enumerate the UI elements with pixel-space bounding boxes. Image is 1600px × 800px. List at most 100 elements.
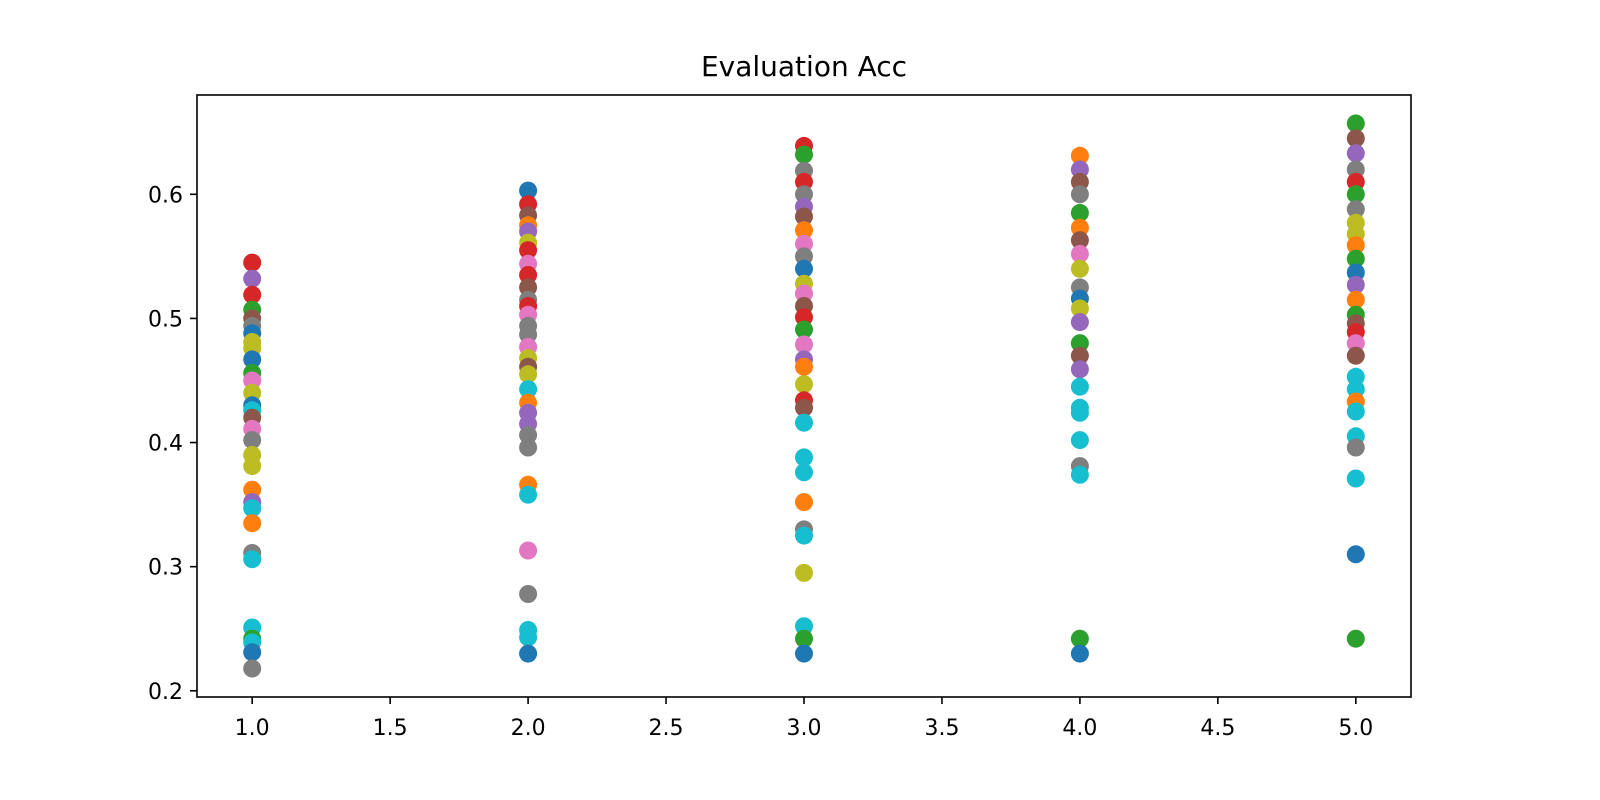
data-point (243, 371, 262, 390)
data-point (1346, 249, 1365, 268)
data-point (1070, 465, 1089, 484)
data-point (795, 375, 813, 394)
data-point (795, 172, 813, 191)
data-point (1346, 185, 1365, 204)
data-point (1346, 346, 1365, 365)
data-point (795, 493, 813, 512)
data-point (1346, 172, 1365, 191)
data-point (1070, 644, 1089, 663)
x-tick-label: 2.0 (511, 716, 546, 741)
data-point (795, 629, 813, 648)
data-point (519, 644, 538, 663)
data-point (1346, 367, 1365, 386)
x-tick-label: 3.0 (787, 716, 822, 741)
data-point (519, 241, 538, 260)
data-point (519, 181, 538, 200)
data-point (243, 499, 262, 518)
data-point (1346, 629, 1365, 648)
data-point (795, 617, 813, 636)
x-tick-label: 4.5 (1200, 716, 1235, 741)
data-points (243, 114, 1365, 678)
data-point (795, 284, 813, 303)
data-point (519, 541, 538, 560)
data-point (243, 480, 262, 499)
x-tick-label: 2.5 (649, 716, 684, 741)
data-point (519, 325, 538, 344)
data-point (243, 383, 262, 402)
x-tick-label: 5.0 (1338, 716, 1373, 741)
data-point (1070, 346, 1089, 365)
data-point (795, 221, 813, 240)
data-point (519, 266, 538, 284)
data-point (1346, 263, 1365, 282)
data-point (519, 628, 538, 647)
data-point (519, 426, 538, 445)
data-point (1346, 402, 1365, 421)
y-tick-label: 0.2 (148, 680, 183, 705)
x-tick-label: 4.0 (1062, 716, 1097, 741)
data-point (1346, 334, 1365, 353)
data-point (795, 145, 813, 164)
x-tick-label: 3.5 (924, 716, 959, 741)
data-point (519, 278, 538, 297)
data-point (1070, 259, 1089, 278)
y-tick-label: 0.4 (148, 432, 183, 457)
data-point (1346, 275, 1365, 294)
data-point (243, 285, 262, 304)
data-point (1346, 129, 1365, 148)
data-point (795, 234, 813, 253)
x-tick-label: 1.0 (235, 716, 270, 741)
data-point (795, 463, 813, 482)
data-point (1070, 360, 1089, 379)
y-tick-label: 0.5 (148, 307, 183, 332)
data-point (1346, 236, 1365, 255)
x-axis: 1.0 1.5 2.0 2.5 3.0 3.5 4.0 4.5 5.0 (235, 697, 1373, 741)
x-tick-label: 1.5 (373, 716, 408, 741)
data-point (1346, 160, 1365, 179)
data-point (519, 380, 538, 399)
data-point (1070, 334, 1089, 353)
y-tick-label: 0.6 (148, 183, 183, 208)
data-point (243, 269, 262, 288)
data-point (243, 253, 262, 272)
data-point (795, 526, 813, 545)
data-point (1070, 313, 1089, 332)
data-point (1070, 146, 1089, 165)
data-point (1346, 469, 1365, 488)
data-point (1070, 244, 1089, 263)
data-point (795, 413, 813, 432)
data-point (243, 431, 262, 450)
data-point (243, 643, 262, 662)
data-point (795, 335, 813, 354)
data-point (795, 207, 813, 226)
data-point (795, 320, 813, 339)
data-point (795, 563, 813, 582)
data-point (795, 357, 813, 376)
data-point (1346, 200, 1365, 219)
data-point (519, 438, 538, 457)
data-point (519, 485, 538, 504)
data-point (243, 350, 262, 369)
data-point (1070, 185, 1089, 204)
data-point (1070, 172, 1089, 191)
data-point (1346, 380, 1365, 399)
data-point (795, 185, 813, 204)
data-point (1070, 299, 1089, 318)
data-point (1346, 438, 1365, 457)
data-point (243, 659, 262, 678)
data-point (1346, 545, 1365, 564)
data-point (519, 365, 538, 384)
data-point (795, 644, 813, 663)
data-point (795, 398, 813, 417)
data-point (519, 585, 538, 603)
data-point (1346, 290, 1365, 309)
data-point (243, 550, 262, 569)
data-point (1070, 160, 1089, 179)
data-point (1070, 231, 1089, 250)
data-point (795, 259, 813, 278)
data-point (795, 448, 813, 467)
data-point (1070, 403, 1089, 422)
data-point (243, 457, 262, 476)
y-axis: 0.2 0.3 0.4 0.5 0.6 (148, 183, 197, 705)
